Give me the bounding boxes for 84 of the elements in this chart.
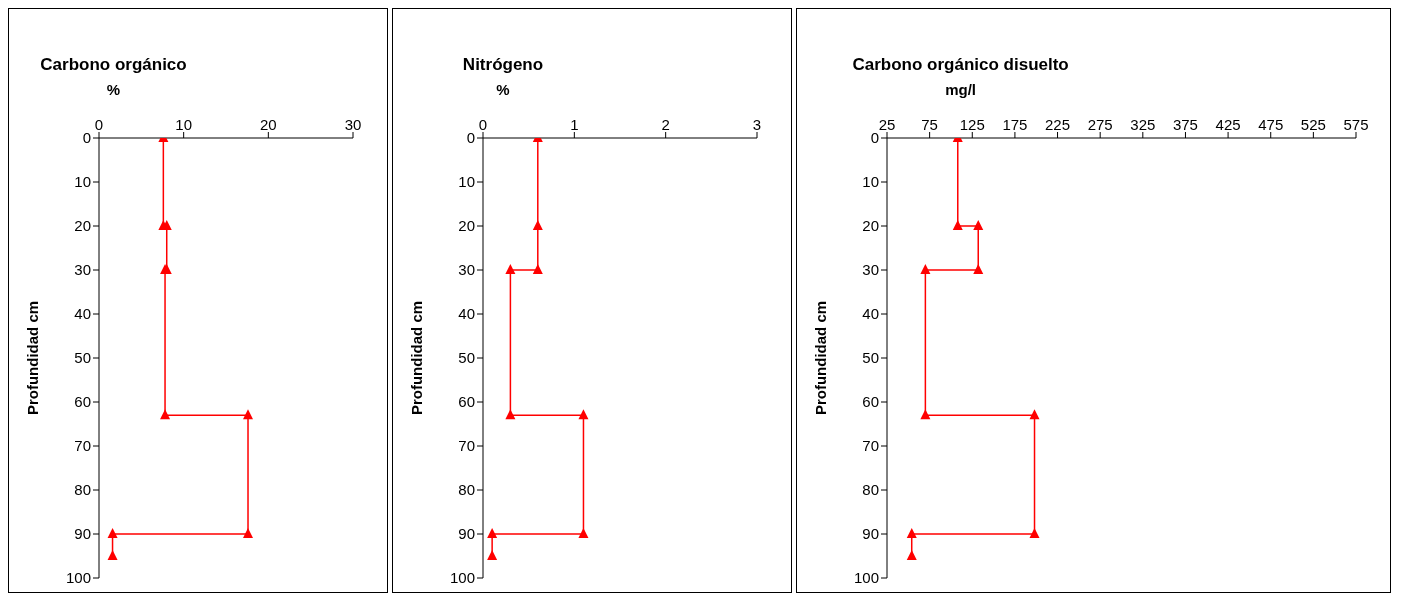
x-tick-label: 425 — [1215, 116, 1241, 133]
point — [532, 264, 543, 274]
point — [578, 528, 589, 538]
x-tick-label: 10 — [175, 116, 193, 133]
x-axis-title: mg/l — [944, 81, 978, 98]
y-tick-label: 80 — [458, 481, 475, 499]
x-tick-label: 175 — [1002, 116, 1028, 133]
x-tick-label: 225 — [1045, 116, 1071, 133]
point — [532, 220, 543, 230]
y-tick-label: 70 — [458, 437, 475, 455]
y-tick-label: 90 — [458, 525, 475, 543]
y-tick-label: 10 — [862, 173, 879, 191]
chart-title: Carbono orgánico — [39, 55, 188, 75]
x-tick-label: 0 — [94, 116, 104, 133]
point — [243, 409, 254, 420]
x-tick-label: 3 — [752, 116, 762, 133]
y-tick-label: 50 — [862, 349, 879, 367]
x-tick-label: 75 — [921, 116, 938, 133]
y-tick-label: 60 — [458, 393, 475, 411]
y-axis-title: Profundidad cm — [24, 300, 42, 416]
point — [920, 409, 931, 420]
point — [243, 528, 254, 538]
x-tick-label: 325 — [1130, 116, 1156, 133]
point — [107, 528, 118, 538]
x-tick-label: 525 — [1300, 116, 1326, 133]
y-tick-label: 0 — [82, 129, 91, 147]
point — [906, 528, 917, 538]
x-tick-label: 25 — [878, 116, 896, 133]
y-tick-label: 100 — [853, 569, 879, 587]
y-tick-label: 60 — [862, 393, 879, 411]
y-tick-label: 90 — [862, 525, 879, 543]
y-tick-label: 40 — [74, 305, 91, 323]
y-tick-label: 100 — [449, 569, 475, 587]
point — [505, 409, 516, 420]
y-tick-label: 70 — [862, 437, 879, 455]
point — [1029, 409, 1040, 420]
y-axis-title: Profundidad cm — [812, 300, 830, 416]
y-tick-label: 60 — [74, 393, 91, 411]
point — [906, 550, 917, 560]
point — [973, 264, 984, 274]
x-tick-label: 2 — [661, 116, 670, 133]
point — [487, 528, 498, 538]
y-tick-label: 10 — [74, 173, 91, 191]
y-tick-label: 70 — [74, 437, 91, 455]
y-tick-label: 0 — [466, 129, 475, 147]
x-tick-label: 20 — [259, 116, 277, 133]
point — [920, 264, 931, 274]
point — [1029, 528, 1040, 538]
x-tick-label: 1 — [570, 116, 579, 133]
y-tick-label: 90 — [74, 525, 91, 543]
x-axis-title: % — [495, 81, 511, 98]
y-tick-label: 100 — [65, 569, 91, 587]
y-tick-label: 40 — [458, 305, 475, 323]
point — [487, 550, 498, 560]
y-tick-label: 30 — [862, 261, 879, 279]
x-tick-label: 275 — [1087, 116, 1113, 133]
point — [952, 220, 963, 230]
y-tick-label: 20 — [74, 217, 91, 235]
x-tick-label: 30 — [344, 116, 362, 133]
y-tick-label: 30 — [74, 261, 91, 279]
point — [973, 220, 984, 230]
chart-title: Carbono orgánico disuelto — [851, 55, 1070, 75]
y-tick-label: 80 — [74, 481, 91, 499]
x-tick-label: 475 — [1258, 116, 1284, 133]
y-tick-label: 20 — [458, 217, 475, 235]
y-tick-label: 40 — [862, 305, 879, 323]
y-tick-label: 30 — [458, 261, 475, 279]
x-tick-label: 125 — [959, 116, 985, 133]
x-tick-label: 0 — [478, 116, 488, 133]
y-tick-label: 0 — [870, 129, 879, 147]
y-tick-label: 50 — [74, 349, 91, 367]
y-axis-title: Profundidad cm — [408, 300, 426, 416]
chart-title: Nitrógeno — [461, 55, 545, 75]
point — [107, 550, 118, 560]
x-tick-label: 375 — [1172, 116, 1198, 133]
y-tick-label: 20 — [862, 217, 879, 235]
y-tick-label: 10 — [458, 173, 475, 191]
point — [160, 409, 171, 420]
point — [578, 409, 589, 420]
y-tick-label: 50 — [458, 349, 475, 367]
y-tick-label: 80 — [862, 481, 879, 499]
point — [505, 264, 516, 274]
x-tick-label: 575 — [1343, 116, 1369, 133]
x-axis-title: % — [105, 81, 122, 98]
